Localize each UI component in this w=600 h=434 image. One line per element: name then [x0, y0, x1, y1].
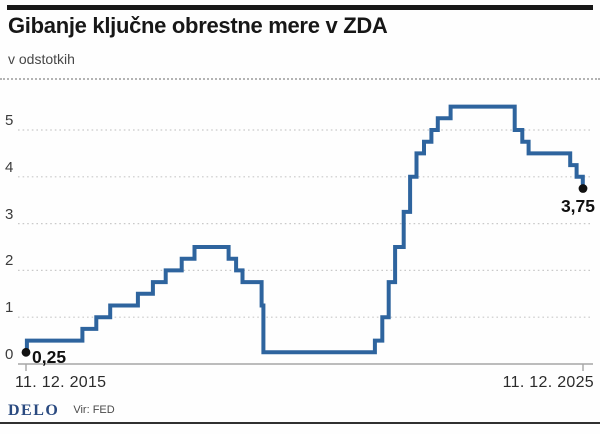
- rate-line: [24, 104, 585, 355]
- bottom-rule: [0, 422, 600, 424]
- footer: DELO Vir: FED: [8, 402, 115, 420]
- delo-logo: DELO: [8, 402, 60, 419]
- x-axis-label-end: 11. 12. 2025: [502, 374, 594, 391]
- start-marker: [21, 347, 31, 357]
- start-value-label: 0,25: [32, 347, 67, 367]
- source-credit: Vir: FED: [73, 404, 115, 416]
- end-marker: [578, 184, 588, 193]
- end-value-label: 3,75: [560, 196, 595, 216]
- x-axis-label-start: 11. 12. 2015: [15, 374, 107, 391]
- top-rule: [7, 5, 593, 10]
- chart-subtitle: v odstotkih: [8, 51, 75, 67]
- dotted-separator: [0, 78, 600, 80]
- chart-title: Gibanje ključne obrestne mere v ZDA: [8, 13, 388, 38]
